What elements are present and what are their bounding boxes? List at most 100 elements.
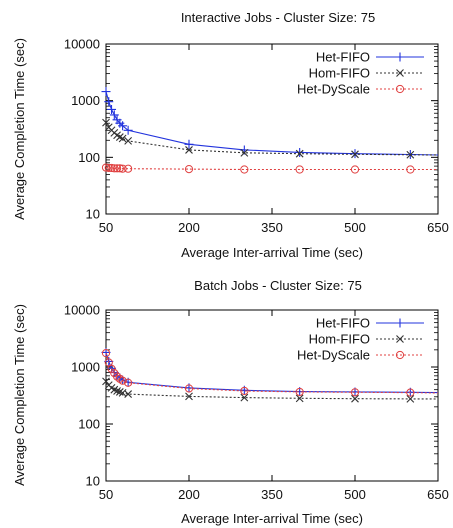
data-point (124, 378, 133, 387)
series-het-dyscale (101, 349, 439, 397)
data-point (350, 388, 360, 397)
data-point (240, 393, 249, 402)
data-point (107, 364, 116, 373)
data-point (406, 150, 415, 159)
legend-label: Het-DyScale (297, 82, 370, 97)
data-point (118, 121, 128, 131)
chart-batch-jobs: Batch Jobs - Cluster Size: 75 50 200 350 500… (12, 278, 449, 526)
data-point (240, 165, 249, 174)
y-tick-label: 1000 (71, 360, 100, 375)
data-point (351, 394, 359, 403)
data-point (185, 146, 193, 154)
x-axis-label: Average Inter-arrival Time (sec) (181, 511, 363, 526)
data-point (115, 164, 124, 173)
series-line (105, 381, 439, 400)
legend-label: Het-FIFO (316, 50, 370, 65)
y-tick-label: 100 (78, 150, 100, 165)
y-tick-label: 10000 (64, 303, 100, 318)
data-point (406, 388, 415, 397)
legend-label: Hom-FIFO (309, 332, 370, 347)
legend-label: Hom-FIFO (309, 66, 370, 81)
data-point (115, 388, 124, 396)
data-point (112, 372, 122, 381)
plot-frame (105, 309, 439, 482)
y-axis-label: Average Completion Time (sec) (12, 304, 27, 486)
data-point (240, 386, 249, 396)
legend-marker (395, 350, 405, 360)
x-tick-label: 350 (261, 220, 283, 235)
data-point (351, 150, 359, 159)
x-tick-label: 350 (261, 487, 283, 502)
data-point (107, 104, 117, 114)
chart-title: Batch Jobs - Cluster Size: 75 (194, 278, 362, 293)
x-tick-label: 50 (99, 220, 113, 235)
data-point (112, 164, 122, 173)
x-tick-label: 200 (178, 220, 200, 235)
data-point (295, 147, 305, 157)
data-point (406, 394, 415, 403)
data-point (118, 164, 127, 173)
data-point (240, 148, 249, 157)
data-point (113, 387, 121, 395)
data-point (110, 164, 119, 173)
y-tick-label: 10000 (64, 37, 100, 52)
data-point (295, 394, 304, 403)
chart-title: Interactive Jobs - Cluster Size: 75 (181, 10, 375, 25)
data-point (124, 164, 133, 173)
chart-interactive-jobs: Interactive Jobs - Cluster Size: 75 50 200… (12, 10, 449, 260)
data-point (184, 139, 194, 149)
data-point (104, 163, 113, 173)
data-point (295, 149, 304, 158)
series-line (105, 122, 439, 156)
y-tick-label: 10 (86, 474, 100, 489)
legend-marker (396, 335, 404, 343)
data-point (124, 137, 133, 145)
x-axis-label: Average Inter-arrival Time (sec) (181, 245, 363, 260)
data-point (101, 163, 111, 172)
data-point (184, 164, 194, 174)
plot-frame (105, 43, 439, 215)
y-tick-label: 10 (86, 207, 100, 222)
series-het-fifo (101, 347, 439, 397)
data-point (350, 165, 360, 174)
legend-marker (396, 69, 404, 77)
data-point (184, 384, 194, 393)
data-point (185, 392, 193, 401)
legend-marker (395, 84, 405, 94)
series-het-fifo (101, 87, 439, 160)
data-point (107, 163, 116, 173)
data-point (102, 118, 110, 127)
data-point (109, 110, 119, 120)
y-tick-label: 1000 (71, 93, 100, 108)
legend-label: Het-DyScale (297, 348, 370, 363)
data-point (102, 377, 110, 386)
x-tick-label: 500 (344, 487, 366, 502)
series-hom-fifo (102, 118, 439, 159)
data-point (124, 390, 133, 398)
legend-marker (395, 52, 405, 62)
data-point (123, 125, 133, 135)
data-point (110, 385, 119, 394)
data-point (295, 165, 304, 174)
data-point (295, 387, 304, 397)
data-point (104, 97, 114, 107)
data-point (101, 87, 111, 97)
series-het-dyscale (101, 163, 438, 174)
data-point (118, 376, 127, 385)
data-point (101, 349, 111, 358)
series-hom-fifo (102, 377, 439, 403)
legend-marker (395, 318, 405, 328)
series-line (105, 352, 439, 394)
x-tick-label: 200 (178, 487, 200, 502)
data-point (118, 134, 127, 143)
x-tick-label: 650 (427, 220, 449, 235)
x-tick-label: 500 (344, 220, 366, 235)
series-line (105, 167, 438, 171)
x-tick-label: 650 (427, 487, 449, 502)
legend-label: Het-FIFO (316, 316, 370, 331)
series-line (105, 352, 439, 394)
data-point (406, 165, 415, 174)
